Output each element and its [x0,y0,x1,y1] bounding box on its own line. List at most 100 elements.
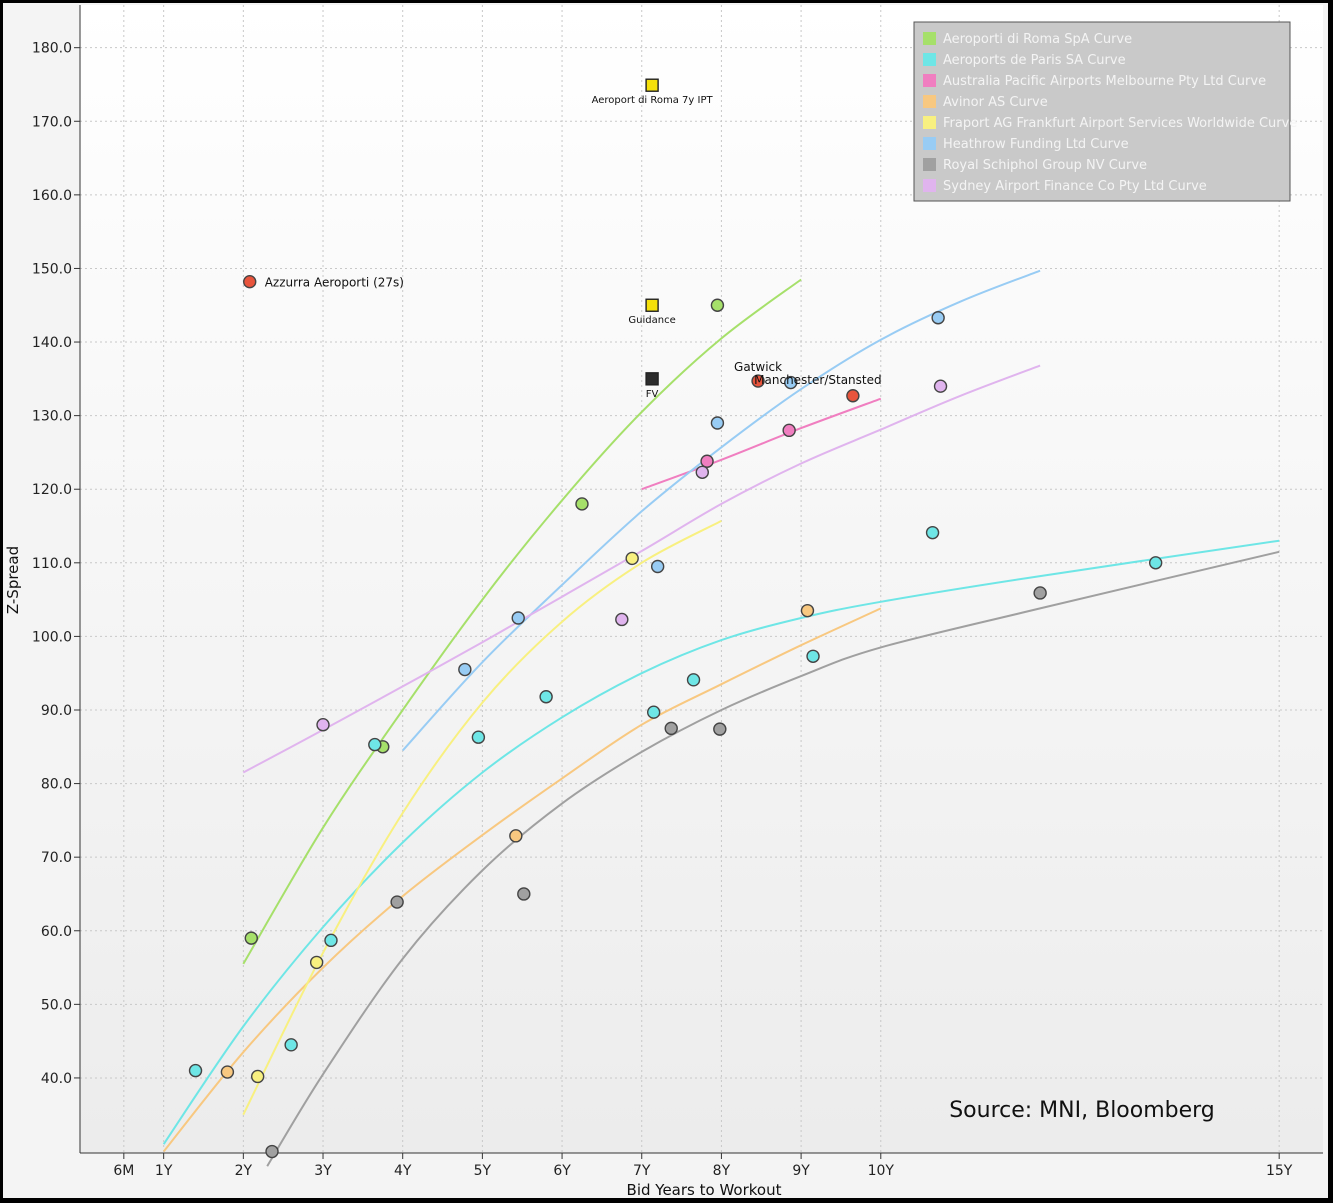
point-aeroports-de-paris-sa-curve[interactable] [1148,556,1163,570]
legend-item-sydney-airport-finance-co-pty-ltd-curve[interactable]: Sydney Airport Finance Co Pty Ltd Curve [943,179,1207,194]
point-sydney-airport-finance-co-pty-ltd-curve[interactable] [695,465,709,479]
point-australia-pacific-airports-melbourne-pty-ltd-curve[interactable] [782,423,796,438]
highlight-markers: Azzurra Aeroporti (27s) GatwickManchester… [243,78,882,403]
legend-item-australia-pacific-airports-melbourne-pty-ltd-curve[interactable]: Australia Pacific Airports Melbourne Pty… [943,74,1266,89]
axes: 40.0 50.0 60.0 70.0 80.0 90.0 100.0 110.0 120.0 1… [32,5,1323,1179]
point-aeroports-de-paris-sa-curve[interactable] [686,673,701,687]
legend-item-aeroports-de-paris-sa-curve[interactable]: Aeroports de Paris SA Curve [943,53,1126,68]
point-fraport-ag-frankfurt-airport-services-worldwide-curve[interactable] [250,1069,265,1084]
legend-swatch [923,137,936,150]
y-tick-label: 60.0 [41,924,72,940]
point-aeroports-de-paris-sa-curve[interactable] [925,525,940,540]
point-royal-schiphol-group-nv-curve[interactable] [265,1144,279,1159]
point-heathrow-funding-ltd-curve[interactable] [784,375,798,390]
legend-item-aeroporti-di-roma-spa-curve[interactable]: Aeroporti di Roma SpA Curve [943,32,1132,47]
point-aeroporti-di-roma-spa-curve[interactable] [710,298,725,312]
x-tick-label: 2Y [235,1163,253,1179]
legend-box [913,21,1291,202]
curve-aeroporti-di-roma-spa-curve [242,278,802,965]
point-royal-schiphol-group-nv-curve[interactable] [713,722,727,736]
point-aeroports-de-paris-sa-curve[interactable] [284,1038,298,1052]
x-tick-label: 15Y [1266,1163,1293,1179]
point-sydney-airport-finance-co-pty-ltd-curve[interactable] [316,718,330,732]
point-aeroports-de-paris-sa-curve[interactable] [324,933,338,948]
point-royal-schiphol-group-nv-curve[interactable] [664,721,678,736]
y-tick-label: 80.0 [41,777,72,793]
point-royal-schiphol-group-nv-curve[interactable] [1033,586,1047,600]
x-tick-label: 8Y [713,1163,731,1179]
marker-manchester-stansted[interactable] [846,389,860,403]
marker-fv[interactable] [645,372,659,386]
annotation-label: FV [646,389,659,400]
y-tick-label: 90.0 [41,703,72,719]
x-tick-label: 3Y [314,1163,332,1179]
legend-swatch [923,116,936,129]
y-tick-label: 40.0 [41,1071,72,1087]
point-heathrow-funding-ltd-curve[interactable] [458,662,472,677]
point-aeroports-de-paris-sa-curve[interactable] [368,737,382,752]
point-avinor-as-curve[interactable] [800,603,815,618]
legend-swatch [923,74,936,87]
annotation-label: Guidance [628,315,675,326]
legend-swatch [923,53,936,66]
point-heathrow-funding-ltd-curve[interactable] [710,416,725,430]
curve-heathrow-funding-ltd-curve [401,269,1041,752]
point-heathrow-funding-ltd-curve[interactable] [511,611,525,625]
legend-item-heathrow-funding-ltd-curve[interactable]: Heathrow Funding Ltd Curve [943,137,1129,152]
y-tick-label: 160.0 [32,188,72,204]
y-tick-label: 130.0 [32,409,72,425]
point-aeroports-de-paris-sa-curve[interactable] [806,649,820,663]
point-aeroporti-di-roma-spa-curve[interactable] [575,497,589,511]
x-axis-title: Bid Years to Workout [627,1181,782,1199]
annotation-label: Aeroport di Roma 7y IPT [592,95,714,106]
point-australia-pacific-airports-melbourne-pty-ltd-curve[interactable] [700,454,714,468]
point-aeroports-de-paris-sa-curve[interactable] [539,690,553,704]
point-aeroports-de-paris-sa-curve[interactable] [646,705,661,719]
y-tick-label: 50.0 [41,997,72,1013]
x-tick-label: 5Y [474,1163,492,1179]
legend-item-fraport-ag-frankfurt-airport-services-worldwide-curve[interactable]: Fraport AG Frankfurt Airport Services Wo… [943,116,1297,131]
annotation-label: Gatwick [734,360,782,374]
curve-avinor-as-curve [162,607,882,1153]
point-royal-schiphol-group-nv-curve[interactable] [517,887,531,901]
point-sydney-airport-finance-co-pty-ltd-curve[interactable] [615,612,629,627]
point-avinor-as-curve[interactable] [220,1065,235,1079]
curve-australia-pacific-airports-melbourne-pty-ltd-curve [641,397,882,491]
curve-sydney-airport-finance-co-pty-ltd-curve [242,364,1041,774]
point-aeroports-de-paris-sa-curve[interactable] [188,1063,203,1078]
marker-aeroport-di-roma-7y-ipt[interactable] [645,78,659,92]
marker-azzurra-aeroporti-27s[interactable] [243,274,257,289]
legend: Aeroporti di Roma SpA Curve Aeroports de … [913,21,1297,202]
point-heathrow-funding-ltd-curve[interactable] [931,311,945,325]
point-royal-schiphol-group-nv-curve[interactable] [390,895,404,909]
point-aeroports-de-paris-sa-curve[interactable] [471,730,486,744]
annotation-label: Azzurra Aeroporti (27s) [265,276,404,290]
marker-guidance[interactable] [645,298,659,312]
x-tick-label: 7Y [633,1163,651,1179]
marker-gatwick[interactable] [751,374,765,388]
y-tick-label: 110.0 [32,556,72,572]
y-tick-label: 70.0 [41,850,72,866]
legend-swatch [923,158,936,171]
bond-points [188,298,1163,1159]
point-heathrow-funding-ltd-curve[interactable] [650,559,665,574]
x-tick-label: 1Y [155,1163,173,1179]
grid-lines [80,5,1323,1153]
point-fraport-ag-frankfurt-airport-services-worldwide-curve[interactable] [625,551,639,566]
y-tick-label: 170.0 [32,114,72,130]
y-tick-label: 150.0 [32,261,72,277]
point-avinor-as-curve[interactable] [509,829,523,843]
y-tick-label: 120.0 [32,482,72,498]
legend-item-royal-schiphol-group-nv-curve[interactable]: Royal Schiphol Group NV Curve [943,158,1147,173]
point-sydney-airport-finance-co-pty-ltd-curve[interactable] [933,379,948,393]
curve-royal-schiphol-group-nv-curve [266,550,1280,1167]
y-tick-label: 180.0 [32,41,72,57]
point-aeroporti-di-roma-spa-curve[interactable] [244,931,259,945]
point-fraport-ag-frankfurt-airport-services-worldwide-curve[interactable] [309,955,324,970]
y-axis-title: Z-Spread [4,546,22,614]
legend-item-avinor-as-curve[interactable]: Avinor AS Curve [943,95,1048,110]
legend-swatch [923,179,936,192]
curve-aeroports-de-paris-sa-curve [162,539,1280,1145]
